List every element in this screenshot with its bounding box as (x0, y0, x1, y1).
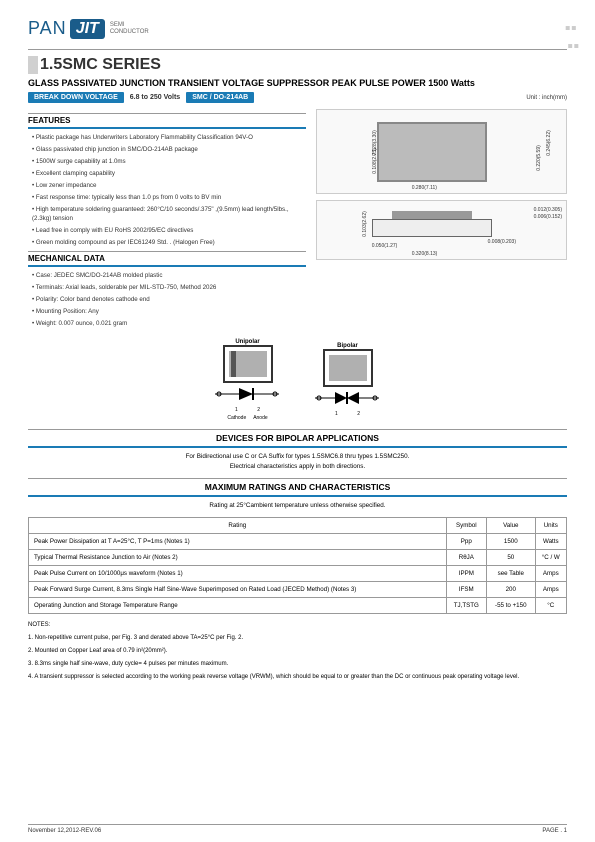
ratings-col: Value (487, 518, 536, 534)
ratings-cell: Operating Junction and Storage Temperatu… (29, 598, 447, 614)
ratings-col: Rating (29, 518, 447, 534)
polarity-row: Unipolar 1 2 Cathode Anode Bipolar (28, 339, 567, 421)
ratings-cell: Peak Forward Surge Current, 8.3ms Single… (29, 582, 447, 598)
bipolar-text2: Electrical characteristics apply in both… (230, 463, 365, 470)
mech-head: MECHANICAL DATA (28, 251, 306, 267)
tag-row: BREAK DOWN VOLTAGE 6.8 to 250 Volts SMC … (28, 92, 567, 103)
feature-item: Fast response time: typically less than … (32, 193, 306, 202)
ratings-row: Typical Thermal Resistance Junction to A… (29, 550, 567, 566)
ratings-cell: Typical Thermal Resistance Junction to A… (29, 550, 447, 566)
notes-head: NOTES: (28, 620, 567, 631)
dim-s: 0.008(0.203) (488, 239, 516, 245)
unipolar-block: Unipolar 1 2 Cathode Anode (213, 339, 283, 421)
logo-pan: PAN (28, 18, 67, 39)
ratings-cell: RθJA (446, 550, 486, 566)
logo: PAN JIT SEMI CONDUCTOR (28, 18, 567, 39)
footer: November 12,2012-REV.06 PAGE . 1 (28, 824, 567, 834)
note-item: 4. A transient suppressor is selected ac… (28, 672, 567, 683)
dim-sh: 0.103(2.62) (362, 211, 368, 237)
features-head: FEATURES (28, 113, 306, 129)
tag-breakdown: BREAK DOWN VOLTAGE (28, 92, 124, 103)
subtitle: GLASS PASSIVATED JUNCTION TRANSIENT VOLT… (28, 78, 567, 88)
cathode-label: Cathode (227, 415, 246, 421)
tag-package: SMC / DO-214AB (186, 92, 254, 103)
logo-sub: SEMI CONDUCTOR (110, 22, 149, 36)
ratings-cell: 50 (487, 550, 536, 566)
package-top-view: 0.128(3.30) 0.108(2.75) 0.245(6.22) 0.22… (316, 109, 567, 194)
dim-w: 0.280(7.11) (412, 185, 437, 191)
ratings-cell: Ppp (446, 534, 486, 550)
ratings-head: MAXIMUM RATINGS AND CHARACTERISTICS (28, 478, 567, 497)
decorative-dots: ▪ ▪ ▪ ▪ (565, 20, 577, 56)
feature-item: High temperature soldering guaranteed: 2… (32, 205, 306, 223)
footer-date: November 12,2012-REV.06 (28, 828, 101, 834)
dim-l2: 0.108(2.75) (372, 148, 378, 174)
ratings-cell: IPPM (446, 566, 486, 582)
ratings-cell: 200 (487, 582, 536, 598)
ratings-cell: Amps (535, 566, 566, 582)
dim-sw: 0.320(8.13) (412, 251, 438, 257)
logo-sub2: CONDUCTOR (110, 29, 149, 35)
bipolar-apps-text: For Bidirectional use C or CA Suffix for… (28, 452, 567, 472)
features-list: Plastic package has Underwriters Laborat… (28, 133, 306, 247)
note-item: 3. 8.3ms single half sine-wave, duty cyc… (28, 659, 567, 670)
ratings-cell: °C / W (535, 550, 566, 566)
ratings-cell: TJ,TSTG (446, 598, 486, 614)
feature-item: Low zener impedance (32, 181, 306, 190)
ratings-cell: Amps (535, 582, 566, 598)
footer-page: PAGE . 1 (542, 828, 567, 834)
ratings-cell: Watts (535, 534, 566, 550)
bipolar-text1: For Bidirectional use C or CA Suffix for… (186, 453, 410, 460)
dim-t: 0.012(0.305) (534, 207, 562, 213)
tag-unit: Unit : inch(mm) (526, 95, 567, 101)
ratings-cell: -55 to +150 (487, 598, 536, 614)
mech-item: Terminals: Axial leads, solderable per M… (32, 283, 306, 292)
feature-item: 1500W surge capability at 1.0ms (32, 157, 306, 166)
dim-t2: 0.006(0.152) (534, 214, 562, 220)
ratings-cell: Peak Pulse Current on 10/1000μs waveform… (29, 566, 447, 582)
series-title: 1.5SMC SERIES (40, 56, 161, 74)
mech-list: Case: JEDEC SMC/DO-214AB molded plastic T… (28, 271, 306, 328)
ratings-cell: Peak Power Dissipation at T A=25°C, T P=… (29, 534, 447, 550)
dim-h: 0.245(6.22) (546, 130, 552, 156)
ratings-col: Symbol (446, 518, 486, 534)
feature-item: Lead free in comply with EU RoHS 2002/95… (32, 226, 306, 235)
bipolar-terminals: 1 2 (313, 411, 383, 417)
ratings-row: Peak Forward Surge Current, 8.3ms Single… (29, 582, 567, 598)
unipolar-terminals: 1 2 (213, 407, 283, 413)
note-item: 2. Mounted on Copper Leaf area of 0.79 i… (28, 646, 567, 657)
dim-p: 0.050(1.27) (372, 243, 398, 249)
mech-item: Mounting Position: Any (32, 307, 306, 316)
dim-h2: 0.220(5.59) (536, 145, 542, 171)
unipolar-diode-icon (213, 385, 283, 403)
anode-label: Anode (253, 415, 267, 421)
notes: NOTES: 1. Non-repetitive current pulse, … (28, 620, 567, 683)
ratings-cell: see Table (487, 566, 536, 582)
bipolar-block: Bipolar 1 2 (313, 343, 383, 417)
mech-item: Case: JEDEC SMC/DO-214AB molded plastic (32, 271, 306, 280)
ratings-row: Operating Junction and Storage Temperatu… (29, 598, 567, 614)
feature-item: Glass passivated chip junction in SMC/DO… (32, 145, 306, 154)
feature-item: Plastic package has Underwriters Laborat… (32, 133, 306, 142)
series-title-box: 1.5SMC SERIES (28, 56, 567, 74)
package-side-view: 0.012(0.305) 0.006(0.152) 0.103(2.62) 0.… (316, 200, 567, 260)
mech-item: Weight: 0.007 ounce, 0.021 gram (32, 319, 306, 328)
bipolar-diode-icon (313, 389, 383, 407)
feature-item: Green molding compound as per IEC61249 S… (32, 238, 306, 247)
logo-jit: JIT (70, 19, 105, 39)
ratings-col: Units (535, 518, 566, 534)
ratings-row: Peak Power Dissipation at T A=25°C, T P=… (29, 534, 567, 550)
ratings-cell: IFSM (446, 582, 486, 598)
mech-item: Polarity: Color band denotes cathode end (32, 295, 306, 304)
bipolar-apps-head: DEVICES FOR BIPOLAR APPLICATIONS (28, 429, 567, 448)
feature-item: Excellent clamping capability (32, 169, 306, 178)
logo-sub1: SEMI (110, 22, 125, 28)
ratings-cell: °C (535, 598, 566, 614)
note-item: 1. Non-repetitive current pulse, per Fig… (28, 633, 567, 644)
ratings-table: RatingSymbolValueUnits Peak Power Dissip… (28, 517, 567, 614)
ratings-sub: Rating at 25°Cambient temperature unless… (28, 501, 567, 511)
ratings-row: Peak Pulse Current on 10/1000μs waveform… (29, 566, 567, 582)
ratings-cell: 1500 (487, 534, 536, 550)
tag-range: 6.8 to 250 Volts (130, 94, 180, 101)
